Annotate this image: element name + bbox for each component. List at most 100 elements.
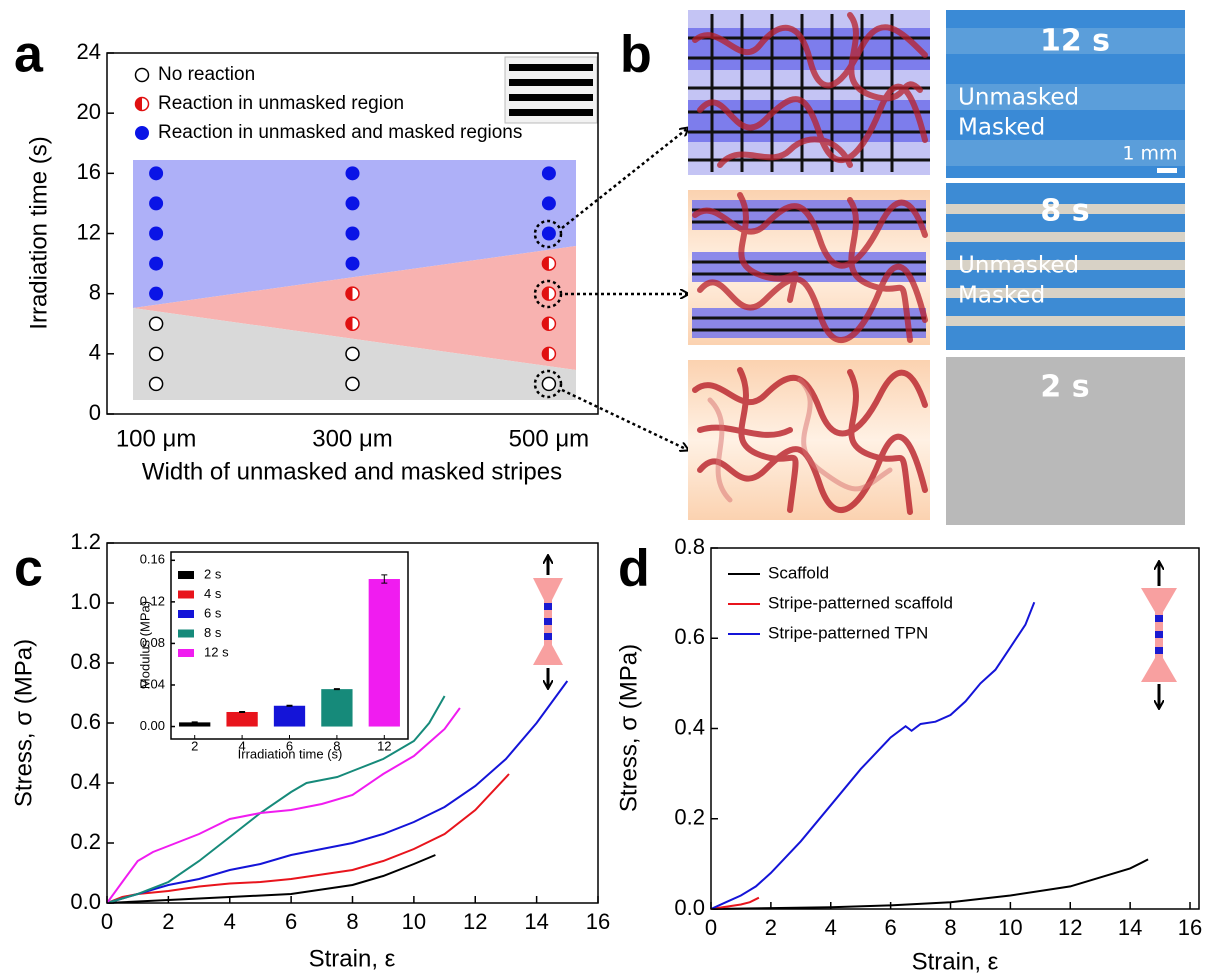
- legend-label: Reaction in unmasked region: [158, 93, 404, 114]
- y-tick-label: 0.0: [70, 889, 101, 914]
- x-tick-label: 10: [998, 915, 1022, 940]
- point: [134, 96, 150, 112]
- legend-label: 8 s: [204, 625, 222, 640]
- point-half: [542, 347, 549, 361]
- photo-label: Masked: [958, 115, 1045, 141]
- bar: [179, 722, 211, 727]
- y-tick-label: 1.0: [70, 589, 101, 614]
- point: [541, 286, 557, 301]
- point: [541, 316, 557, 331]
- callouts: [533, 128, 688, 450]
- point: [541, 346, 557, 362]
- series-line: [106, 680, 569, 904]
- error-bar: [381, 574, 388, 584]
- panel-label: c: [14, 540, 43, 598]
- series-line: [710, 896, 760, 910]
- y-axis-title: Irradiation time (s): [25, 136, 52, 329]
- plot-frame: [106, 52, 599, 415]
- x-tick-label: 500 μm: [509, 425, 590, 452]
- specimen-icon: [533, 556, 563, 688]
- x-tick-label: 2: [765, 915, 777, 940]
- y-tick-label: 0.8: [70, 649, 101, 674]
- y-tick-label: 8: [89, 279, 101, 304]
- x-tick-label: 0: [101, 909, 113, 934]
- bar: [226, 711, 258, 727]
- x-tick-label: 12: [1058, 915, 1082, 940]
- y-tick-label: 0.6: [674, 624, 705, 649]
- point: [541, 166, 556, 181]
- x-axis-title: Irradiation time (s): [238, 746, 343, 761]
- series-line: [710, 858, 1149, 910]
- y-tick-label: 20: [77, 99, 101, 124]
- x-tick-label: 8: [944, 915, 956, 940]
- y-tick-label: 1.2: [70, 529, 101, 554]
- legend-label: 12 s: [204, 644, 229, 659]
- x-tick-label: 4: [238, 738, 245, 753]
- y-tick-label: 0.4: [70, 769, 101, 794]
- legend-label: Stripe-patterned TPN: [768, 623, 928, 642]
- photo-time: 2 s: [1040, 370, 1089, 405]
- bar: [321, 689, 353, 727]
- y-axis-title: Stress, σ (MPa): [10, 639, 37, 807]
- point: [149, 226, 164, 241]
- series-line: [106, 854, 436, 904]
- point: [149, 196, 164, 211]
- bar: [368, 579, 400, 727]
- y-tick-label: 0.2: [674, 805, 705, 830]
- point: [541, 226, 556, 241]
- point: [345, 196, 360, 211]
- y-tick-label: 0.16: [140, 552, 165, 567]
- mask-icon: [504, 56, 598, 124]
- point-half: [135, 97, 142, 111]
- series-line: [106, 773, 510, 904]
- legend-label: Stripe-patterned scaffold: [768, 593, 953, 612]
- panel-label: b: [620, 26, 652, 84]
- x-tick-label: 8: [333, 738, 340, 753]
- point: [541, 256, 557, 271]
- schematic-2s: [688, 360, 930, 520]
- y-tick-label: 0.00: [140, 718, 165, 733]
- x-tick-label: 16: [586, 909, 610, 934]
- y-tick-label: 0.8: [674, 534, 705, 559]
- point: [541, 196, 556, 211]
- x-tick-label: 14: [524, 909, 548, 934]
- x-tick-label: 6: [885, 915, 897, 940]
- point: [541, 376, 557, 392]
- x-tick-label: 6: [286, 738, 293, 753]
- y-tick-label: 24: [77, 39, 101, 64]
- point: [148, 346, 164, 362]
- error-bar: [239, 710, 246, 714]
- x-tick-label: 2: [191, 738, 198, 753]
- point: [149, 166, 164, 181]
- x-tick-label: 12: [377, 738, 391, 753]
- point: [148, 376, 164, 392]
- plot-frame: [170, 551, 409, 740]
- schematic-8s: [688, 190, 930, 345]
- y-tick-label: 0.0: [674, 895, 705, 920]
- point-half: [542, 317, 549, 331]
- point: [345, 226, 360, 241]
- y-tick-label: 0.4: [674, 714, 705, 739]
- legend-label: 6 s: [204, 605, 222, 620]
- error-bar: [333, 688, 340, 691]
- x-tick-label: 14: [1118, 915, 1142, 940]
- y-tick-label: 12: [77, 219, 101, 244]
- point: [345, 166, 360, 181]
- point: [345, 376, 360, 392]
- x-tick-label: 4: [224, 909, 236, 934]
- panel-label: d: [618, 540, 650, 598]
- photo-2s: [946, 357, 1185, 525]
- x-axis-title: Width of unmasked and masked stripes: [142, 458, 562, 485]
- legend-swatch: [178, 629, 194, 638]
- photo-label: Unmasked: [958, 85, 1079, 111]
- point: [345, 256, 360, 271]
- legend-label: 2 s: [204, 566, 222, 581]
- x-axis-title: Strain, ε: [912, 948, 999, 975]
- bar: [273, 705, 306, 727]
- x-tick-label: 16: [1178, 915, 1202, 940]
- photo-label: Unmasked: [958, 253, 1079, 279]
- panel-label: a: [14, 26, 44, 84]
- error-bar: [286, 704, 293, 707]
- point: [135, 126, 149, 140]
